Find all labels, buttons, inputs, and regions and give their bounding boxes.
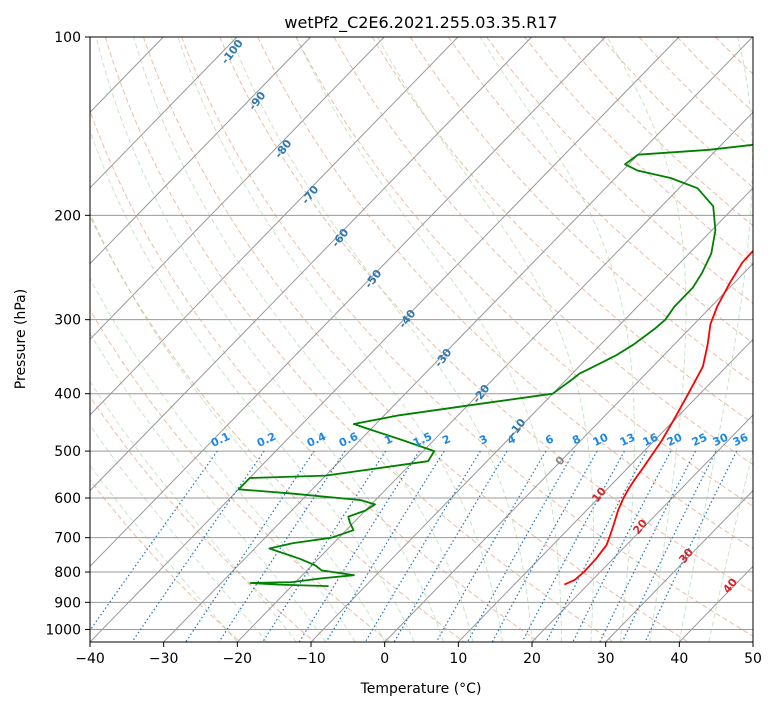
y-tick-label: 300 <box>54 313 81 329</box>
isotherm <box>531 414 753 642</box>
mixing-ratio-label: 16 <box>641 431 661 449</box>
x-tick-label: 10 <box>449 651 467 667</box>
dry-adiabat <box>486 37 753 305</box>
chart-title: wetPf2_C2E6.2021.255.03.35.R17 <box>284 13 557 33</box>
x-tick-label: 30 <box>597 651 615 667</box>
moist-adiabat <box>479 37 635 642</box>
y-axis-label: Pressure (hPa) <box>13 289 29 389</box>
dry-adiabat <box>104 37 614 642</box>
moist-adiabat <box>230 37 533 642</box>
mixing-ratio-label: 30 <box>711 431 731 449</box>
isotherm <box>310 187 753 642</box>
x-tick-label: −10 <box>296 651 326 667</box>
moist-adiabat <box>177 37 503 642</box>
mixing-ratio-label: 25 <box>690 431 709 449</box>
dry-adiabat <box>219 37 753 593</box>
mixing-ratio-line <box>131 450 265 642</box>
mixing-ratio-line <box>599 450 697 642</box>
mixing-ratio-line <box>325 450 445 642</box>
isotherm <box>90 37 385 341</box>
temperature-profile <box>563 249 753 586</box>
mixing-ratio-line <box>364 450 481 642</box>
isotherm <box>236 111 753 642</box>
x-tick-label: −30 <box>149 651 179 667</box>
y-tick-label: 200 <box>54 208 81 224</box>
mixing-ratio-line <box>621 450 717 642</box>
isotherm <box>90 37 238 189</box>
dry-adiabat <box>90 479 241 642</box>
dry-adiabat <box>90 109 540 642</box>
moist-adiabat <box>606 37 687 642</box>
dry-adiabat <box>90 308 390 642</box>
moist-adiabat <box>376 37 595 642</box>
mixing-ratio-line <box>545 450 648 642</box>
dewpoint-profile <box>237 143 753 587</box>
axes: −40 −30 −20 −10 0 10 20 30 40 50 100 200 300 400 500 60… <box>45 30 762 667</box>
dry-adiabat <box>142 37 689 642</box>
isotherm <box>90 37 532 492</box>
dry-adiabat <box>90 215 465 642</box>
y-tick-label: 100 <box>54 30 81 46</box>
dry-adiabat <box>600 37 753 189</box>
moist-adiabat <box>90 464 238 642</box>
x-tick-label: 0 <box>380 651 389 667</box>
moist-adiabat <box>295 37 562 642</box>
moist-adiabat <box>133 37 474 642</box>
mixing-ratio-line <box>466 450 575 642</box>
y-tick-label: 800 <box>54 565 81 581</box>
dry-adiabat <box>371 37 753 425</box>
mixing-ratio-line <box>521 450 625 642</box>
plot-frame <box>89 36 754 643</box>
isotherm <box>90 37 459 416</box>
dry-adiabat <box>181 37 753 637</box>
isotherm <box>90 37 680 642</box>
dry-adiabat <box>448 37 753 344</box>
dry-adiabat <box>295 37 753 507</box>
y-tick-label: 700 <box>54 531 81 547</box>
y-tick-label: 600 <box>54 491 81 507</box>
mixing-ratio-line <box>90 450 218 632</box>
plot-grid <box>90 37 753 642</box>
moist-adiabat <box>678 37 753 642</box>
isotherm <box>90 37 606 568</box>
x-axis-label: Temperature (°C) <box>360 681 482 697</box>
series-layer <box>237 143 753 587</box>
mixing-ratio-label: 36 <box>731 431 751 449</box>
isotherm <box>384 262 753 642</box>
moist-adiabat <box>90 332 327 642</box>
dry-adiabat <box>257 37 753 550</box>
isotherm <box>605 489 753 642</box>
mixing-ratio-line <box>644 450 738 642</box>
mixing-ratio-line <box>491 450 598 642</box>
mixing-ratio-label: 13 <box>618 431 637 449</box>
mixing-ratio-line <box>185 450 315 642</box>
y-tick-label: 500 <box>54 444 81 460</box>
dry-adiabat <box>409 37 753 384</box>
moist-adiabat <box>708 448 753 642</box>
x-tick-label: 50 <box>744 651 762 667</box>
mixing-ratio-line <box>435 450 547 642</box>
isotherm <box>90 37 311 265</box>
mixing-ratio-label: 20 <box>665 431 685 449</box>
moist-adiabat <box>90 211 386 642</box>
y-tick-label: 1000 <box>45 622 81 638</box>
moist-adiabat <box>90 424 268 642</box>
mixing-ratio-line <box>218 450 346 642</box>
mixing-ratio-label: 10 <box>591 431 611 449</box>
mixing-ratio-line <box>572 450 672 642</box>
y-tick-label: 400 <box>54 387 81 403</box>
x-tick-label: −40 <box>75 651 105 667</box>
isotherm <box>163 37 753 642</box>
x-tick-label: 20 <box>523 651 541 667</box>
moist-adiabat <box>90 277 356 642</box>
y-tick-label: 900 <box>54 595 81 611</box>
moist-adiabat <box>95 37 445 642</box>
x-tick-label: 40 <box>670 651 688 667</box>
x-tick-label: −20 <box>223 651 253 667</box>
